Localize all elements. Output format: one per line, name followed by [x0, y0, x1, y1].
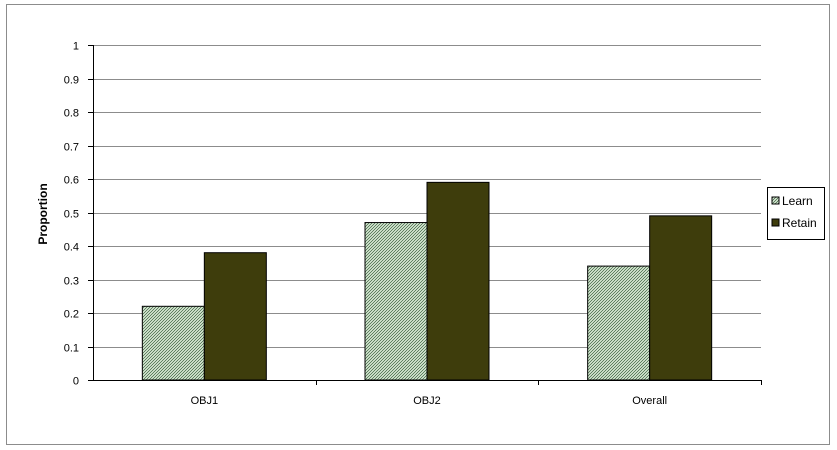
y-tick-label: 0.9 — [64, 75, 79, 87]
bar-retain-obj1 — [203, 252, 267, 381]
y-tick-label: 1 — [73, 41, 79, 53]
y-tick-label: 0.3 — [64, 276, 79, 288]
legend-box — [767, 187, 825, 240]
legend-swatch-retain — [771, 218, 780, 227]
legend-label-learn: Learn — [782, 194, 813, 208]
y-tick-label: 0.4 — [64, 242, 79, 254]
bar-learn-obj1 — [141, 305, 205, 381]
bar-retain-obj2 — [426, 181, 490, 381]
x-tick-label: OBJ2 — [413, 395, 441, 407]
y-tick-label: 0.5 — [64, 209, 79, 221]
y-axis-title: Proportion — [36, 183, 50, 244]
legend: Learn Retain — [767, 187, 825, 240]
axis-labels: 0 0.1 0.2 0.3 0.4 0.5 0.6 0.7 0.8 0.9 1 OBJ1 OBJ2 Ove… — [64, 41, 667, 408]
y-tick-label: 0.8 — [64, 108, 79, 120]
axes — [88, 45, 762, 385]
bars — [141, 181, 713, 381]
bar-retain-overall — [649, 215, 713, 381]
x-tick-label: OBJ1 — [191, 395, 219, 407]
legend-label-retain: Retain — [782, 216, 817, 230]
legend-swatch-learn — [771, 196, 780, 205]
bar-learn-obj2 — [364, 222, 428, 381]
y-tick-label: 0.2 — [64, 309, 79, 321]
y-tick-label: 0 — [73, 376, 79, 388]
y-tick-label: 0.1 — [64, 343, 79, 355]
y-tick-label: 0.6 — [64, 175, 79, 187]
bar-learn-overall — [587, 265, 651, 381]
y-tick-label: 0.7 — [64, 142, 79, 154]
x-tick-label: Overall — [632, 395, 667, 407]
